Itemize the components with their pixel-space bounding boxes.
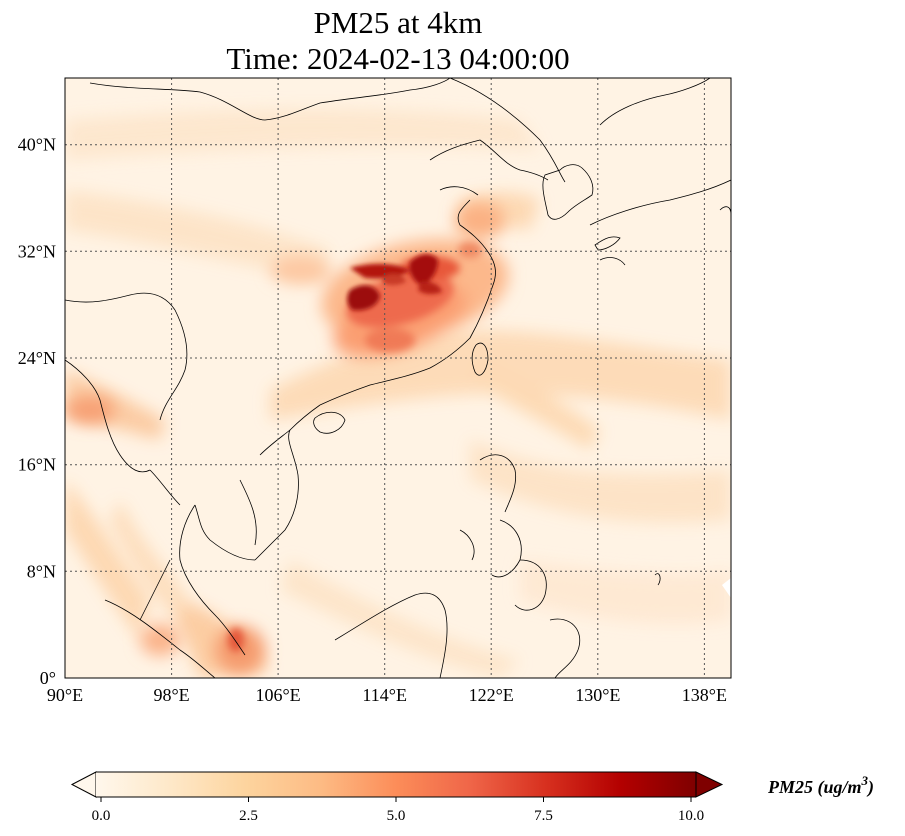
lon-tick-label: 98°E: [153, 685, 189, 705]
lon-tick-label: 122°E: [469, 685, 514, 705]
colorbar-tick-label: 7.5: [534, 808, 553, 824]
lon-tick-label: 138°E: [682, 685, 727, 705]
colorbar-tick-label: 10.0: [678, 808, 704, 824]
lat-tick-label: 24°N: [18, 348, 56, 368]
colorbar-label-end: ): [866, 777, 874, 798]
lon-tick-label: 106°E: [255, 685, 300, 705]
colorbar-max-extend: [695, 771, 724, 798]
colorbar-tick-label: 5.0: [387, 808, 406, 824]
colorbar-label: PM25 (ug/m3): [767, 773, 874, 798]
colorbar-tick-label: 0.0: [92, 808, 111, 824]
lon-tick-label: 90°E: [47, 685, 83, 705]
colorbar-tick-label: 2.5: [239, 808, 258, 824]
gridlines: [65, 78, 731, 678]
colorbar-label-main: PM25 (ug/m: [767, 777, 862, 798]
longitude-ticks: 90°E 98°E 106°E 114°E 122°E 130°E 138°E: [47, 685, 727, 705]
colorbar-min-extend: [70, 771, 97, 798]
lon-tick-label: 130°E: [575, 685, 620, 705]
lat-tick-label: 16°N: [18, 455, 56, 475]
colorbar: 0.0 2.5 5.0 7.5 10.0 PM25 (ug/m3): [70, 771, 874, 824]
lat-tick-label: 40°N: [18, 135, 56, 155]
colorbar-label-superscript: 3: [861, 773, 869, 788]
map-subtitle-time: Time: 2024-02-13 04:00:00: [226, 41, 570, 76]
map-title: PM25 at 4km: [313, 5, 483, 40]
lat-tick-label: 32°N: [18, 241, 56, 261]
coastline-borders: [65, 78, 731, 678]
latitude-ticks: 0° 8°N 16°N 24°N 32°N 40°N: [18, 135, 56, 688]
map-frame: [64, 77, 732, 679]
lon-tick-label: 114°E: [362, 685, 407, 705]
lat-tick-label: 0°: [40, 668, 56, 688]
pm25-field: [65, 78, 731, 678]
colorbar-gradient: [96, 772, 696, 797]
lat-tick-label: 8°N: [27, 561, 56, 581]
